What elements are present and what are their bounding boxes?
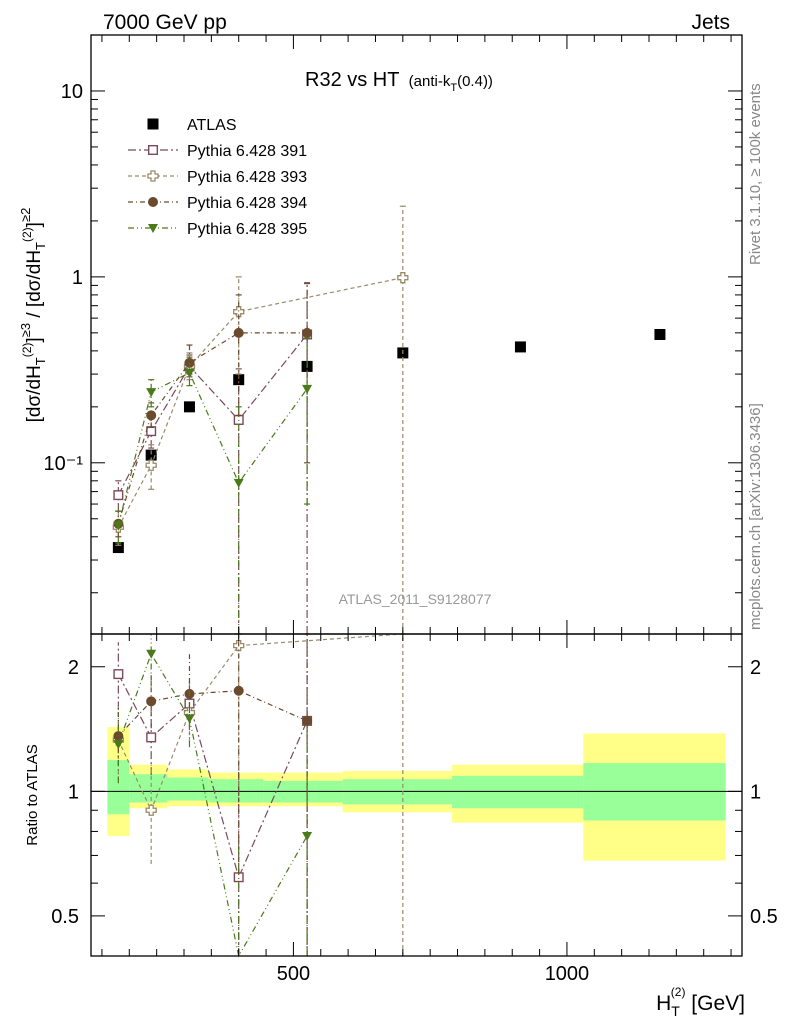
atlas-point-3 <box>233 374 245 386</box>
ratio-bands <box>91 727 742 861</box>
ratio-ytick-label-right-2: 2 <box>750 657 761 679</box>
legend-marker-2 <box>147 170 159 182</box>
header-left: 7000 GeV pp <box>103 11 227 34</box>
ratio-point-2-1 <box>146 696 157 707</box>
ratio-point-3-4 <box>302 831 313 841</box>
legend-entry-1: Pythia 6.428 391 <box>128 143 307 160</box>
legend-entry-0: ATLAS <box>147 117 237 134</box>
point-4-0 <box>113 521 124 531</box>
series-line-2 <box>117 277 403 528</box>
ratio-ytick-label-left-0: 0.5 <box>51 906 79 928</box>
ratio-point-3-2 <box>184 714 195 724</box>
header-right: Jets <box>691 11 730 34</box>
ratio-point-3-0 <box>113 740 124 750</box>
band-green-0 <box>107 760 130 815</box>
legend-marker-3 <box>148 197 158 207</box>
series-4 <box>113 337 313 635</box>
legend-marker-4 <box>148 224 158 233</box>
ratio-frame <box>90 633 743 957</box>
main-title-sub-tail: (0.4)) <box>457 73 493 90</box>
main-panel: 10⁻¹ 1 10 <box>44 34 743 635</box>
ratio-series-3 <box>113 634 313 958</box>
atlas-point-7 <box>654 328 666 340</box>
legend-label-0: ATLAS <box>187 117 237 134</box>
ratio-ytick-label-left-2: 2 <box>68 657 79 679</box>
main-ytick-label-2: 10 <box>61 81 83 103</box>
series-3 <box>113 282 313 538</box>
point-4-1 <box>146 388 157 398</box>
point-1-0 <box>113 490 124 501</box>
point-3-4 <box>302 327 313 338</box>
band-green-2 <box>167 777 209 801</box>
ratio-tick-labels: 0.5 0.5 1 1 2 2 500 1000 <box>51 657 778 985</box>
point-2-3 <box>233 306 245 318</box>
series-1 <box>113 283 313 635</box>
main-title-text: R32 vs HT <box>305 69 399 91</box>
xtick-label-1: 1000 <box>545 963 590 985</box>
main-ylabel-text: [dσ/dHT(2)]≥3 / [dσ/dHT(2)]≥2 <box>18 208 48 423</box>
main-ylabel: [dσ/dHT(2)]≥3 / [dσ/dHT(2)]≥2 <box>18 208 48 423</box>
ratio-marks <box>112 633 404 958</box>
series-line-3 <box>117 332 308 524</box>
main-ytick-label-0: 10⁻¹ <box>44 453 84 475</box>
xtick-label-0: 500 <box>277 963 310 985</box>
point-2-1 <box>145 459 157 471</box>
legend-entry-3: Pythia 6.428 394 <box>128 195 307 212</box>
ratio-line-2 <box>117 690 308 737</box>
legend: ATLAS Pythia 6.428 391 Pythia 6.428 393 Pyt… <box>128 117 307 238</box>
atlas-point-1 <box>145 449 157 461</box>
rivet-label: Rivet 3.1.10, ≥ 100k events <box>747 83 764 265</box>
ratio-point-2-4 <box>302 715 313 726</box>
ratio-point-1-1 <box>145 804 157 816</box>
ratio-ytick-label-right-0: 0.5 <box>750 906 778 928</box>
point-3-1 <box>146 410 157 421</box>
atlas-point-0 <box>112 542 124 554</box>
point-4-2 <box>184 368 195 378</box>
ratio-ytick-label-right-1: 1 <box>750 781 761 803</box>
mcplots-label: mcplots.cern.ch [arXiv:1306.3436] <box>747 403 764 630</box>
main-marks <box>112 205 666 635</box>
band-green-3 <box>208 779 264 803</box>
ratio-point-0-0 <box>113 669 124 680</box>
main-title-sub-index: T <box>450 82 457 94</box>
legend-label-1: Pythia 6.428 391 <box>187 143 307 160</box>
ratio-point-0-1 <box>146 732 157 743</box>
legend-marker-0 <box>147 118 159 130</box>
legend-entry-4: Pythia 6.428 395 <box>128 221 307 238</box>
legend-label-2: Pythia 6.428 393 <box>187 169 307 186</box>
ratio-line-0 <box>117 673 308 880</box>
main-ytick-labels: 10⁻¹ 1 10 <box>44 81 84 475</box>
main-ticks <box>91 34 742 634</box>
point-3-3 <box>233 327 244 338</box>
atlas-point-6 <box>514 341 526 353</box>
point-1-1 <box>146 426 157 437</box>
ratio-point-3-1 <box>146 649 157 659</box>
band-green-6 <box>452 775 584 809</box>
ratio-ytick-label-left-1: 1 <box>68 781 79 803</box>
ratio-ylabel: Ratio to ATLAS <box>24 744 41 845</box>
x-axis-label: HT(2) [GeV] <box>656 985 745 1019</box>
point-4-4 <box>302 384 313 394</box>
legend-label-3: Pythia 6.428 394 <box>187 195 307 212</box>
ratio-point-2-3 <box>233 685 244 696</box>
ratio-ticks <box>91 634 742 956</box>
legend-label-4: Pythia 6.428 395 <box>187 221 307 238</box>
series-0 <box>112 328 666 554</box>
point-4-3 <box>233 478 244 488</box>
series-line-4 <box>117 371 308 526</box>
main-ytick-label-1: 1 <box>72 267 83 289</box>
atlas-point-2 <box>183 401 195 413</box>
legend-entry-2: Pythia 6.428 393 <box>128 169 307 186</box>
point-2-4 <box>397 272 409 284</box>
main-title-sub: (anti-k <box>409 73 451 90</box>
analysis-tag: ATLAS_2011_S9128077 <box>339 591 492 607</box>
main-title: R32 vs HT (anti-kT(0.4)) <box>305 69 493 94</box>
ratio-panel: 0.5 0.5 1 1 2 2 500 1000 <box>51 633 778 985</box>
legend-marker-1 <box>147 144 158 155</box>
band-green-1 <box>129 774 168 803</box>
